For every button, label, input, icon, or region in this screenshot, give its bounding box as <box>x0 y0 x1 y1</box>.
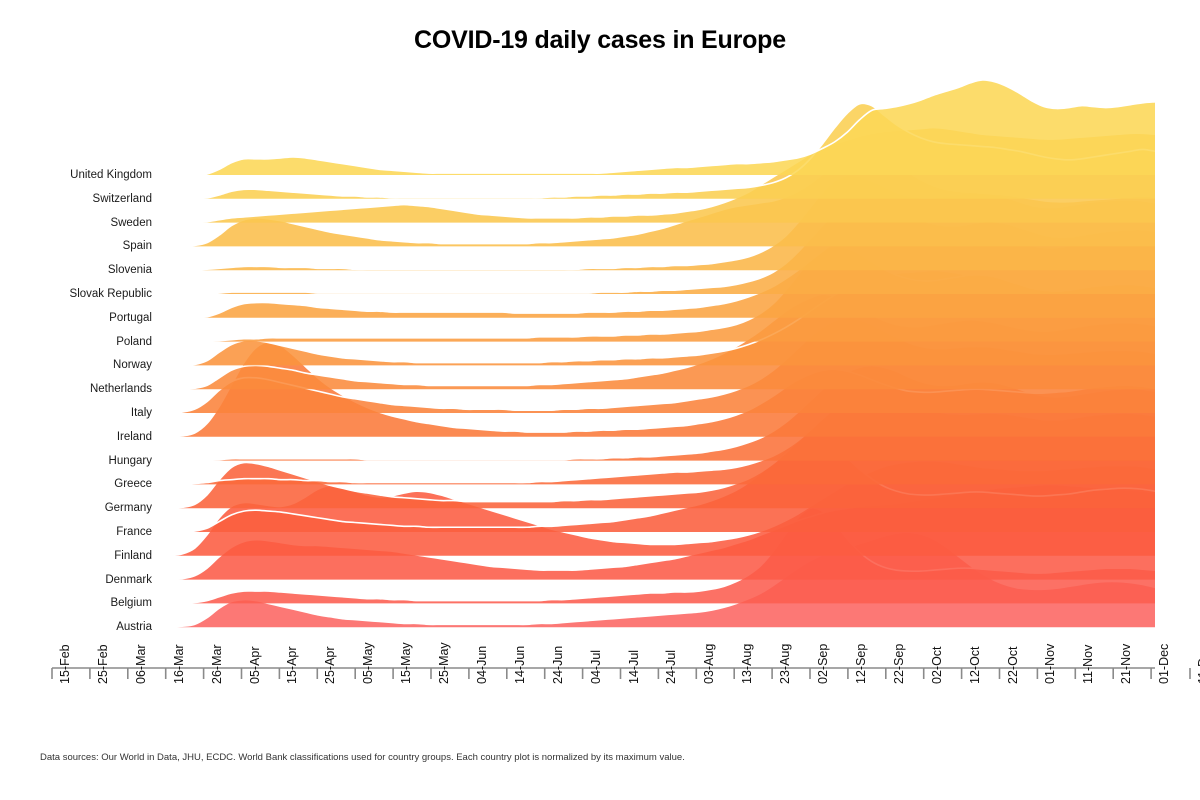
country-label-austria: Austria <box>116 621 152 634</box>
x-tick-label: 15-May <box>399 642 414 684</box>
country-label-ireland: Ireland <box>116 430 152 443</box>
page-title: COVID-19 daily cases in Europe <box>414 26 786 54</box>
x-tick-label: 02-Sep <box>816 643 830 684</box>
x-tick-label: 11-Dec <box>1196 644 1200 684</box>
country-label-netherlands: Netherlands <box>89 383 152 396</box>
x-tick-label: 22-Oct <box>1005 646 1020 684</box>
x-tick-label: 11-Nov <box>1081 644 1096 684</box>
ridge-area <box>170 317 1155 413</box>
x-tick-label: 14-Jul <box>626 649 641 684</box>
x-tick-label: 02-Oct <box>929 646 944 684</box>
x-tick-label: 13-Aug <box>740 643 755 684</box>
country-label-italy: Italy <box>130 407 152 419</box>
country-label-belgium: Belgium <box>110 597 152 610</box>
country-label-finland: Finland <box>114 549 152 562</box>
country-label-norway: Norway <box>113 359 152 372</box>
x-tick-label: 12-Sep <box>853 643 868 684</box>
country-label-portugal: Portugal <box>109 311 152 324</box>
country-label-sweden: Sweden <box>110 216 152 229</box>
ridge-outline <box>169 79 1156 176</box>
x-tick-label: 23-Aug <box>778 643 793 684</box>
country-label-slovak-republic: Slovak Republic <box>69 288 152 300</box>
x-tick-label: 03-Aug <box>702 643 717 684</box>
x-tick-label: 01-Nov <box>1043 643 1058 684</box>
ridge-area <box>170 508 1155 604</box>
country-label-greece: Greece <box>114 478 152 491</box>
country-label-spain: Spain <box>122 240 152 253</box>
x-tick-label: 04-Jun <box>474 645 489 684</box>
country-label-switzerland: Switzerland <box>92 192 152 205</box>
x-tick-label: 25-Feb <box>95 644 110 684</box>
ridge-area <box>170 341 1155 437</box>
x-tick-label: 21-Nov <box>1119 643 1134 684</box>
country-label-united-kingdom: United Kingdom <box>70 169 152 181</box>
x-tick-label: 25-Apr <box>323 646 338 684</box>
x-tick-label: 12-Oct <box>967 646 982 684</box>
x-tick-label: 14-Jun <box>512 645 527 684</box>
ridge-united-kingdom <box>169 79 1156 176</box>
country-label-denmark: Denmark <box>105 573 152 586</box>
x-tick-label: 24-Jul <box>664 649 679 684</box>
x-tick-label: 15-Feb <box>58 644 72 684</box>
data-source-note: Data sources: Our World in Data, JHU, EC… <box>40 752 685 763</box>
ridge-area <box>170 246 1155 342</box>
country-label-slovenia: Slovenia <box>107 264 152 277</box>
x-tick-label: 01-Dec <box>1157 643 1172 684</box>
x-tick-label: 15-Apr <box>285 646 300 684</box>
x-tick-label: 04-Jul <box>588 649 603 684</box>
x-tick-label: 05-Apr <box>247 646 262 684</box>
x-tick-label: 16-Mar <box>171 644 186 684</box>
ridge-area <box>170 294 1155 390</box>
x-tick-label: 05-May <box>361 642 376 684</box>
x-tick-label: 26-Mar <box>209 644 224 684</box>
x-tick-label: 06-Mar <box>133 644 148 684</box>
ridge-area <box>170 436 1155 533</box>
country-label-france: France <box>116 526 152 538</box>
country-label-poland: Poland <box>116 335 152 348</box>
x-tick-label: 24-Jun <box>550 645 565 684</box>
country-label-germany: Germany <box>104 502 152 515</box>
country-label-hungary: Hungary <box>108 454 152 467</box>
x-tick-label: 25-May <box>437 642 451 684</box>
x-tick-label: 22-Sep <box>891 643 906 684</box>
